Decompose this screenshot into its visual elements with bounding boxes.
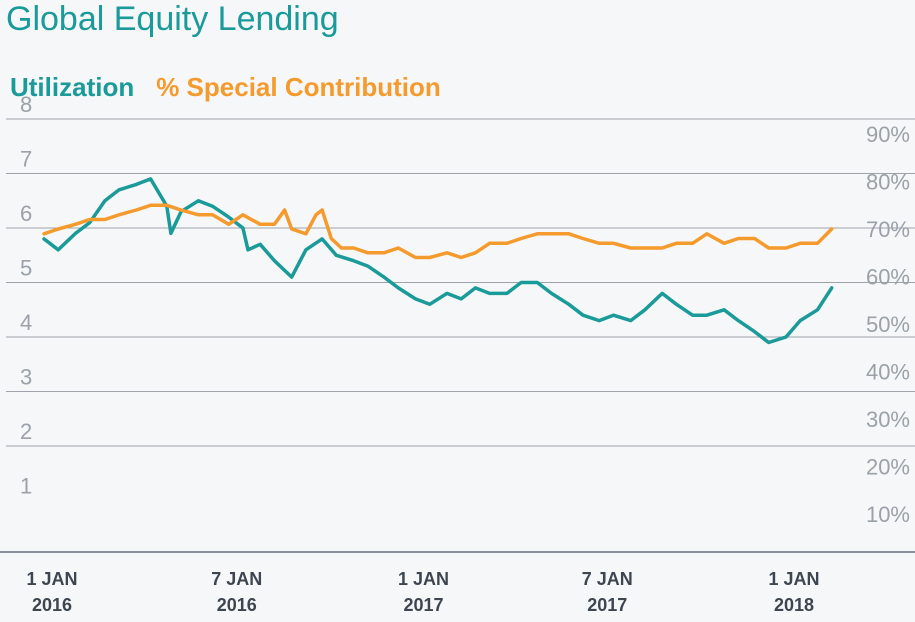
left-tick-label: 3 [20, 365, 32, 390]
series-line-utilization [42, 177, 834, 345]
x-tick-year: 2016 [32, 595, 72, 615]
right-tick-label: 20% [866, 455, 910, 480]
x-tick-label: 1 JAN [26, 569, 77, 589]
left-tick-label: 6 [20, 201, 32, 226]
right-tick-label: 80% [866, 170, 910, 195]
legend-special-contribution: % Special Contribution [156, 72, 441, 102]
left-tick-label: 1 [20, 474, 32, 499]
right-tick-label: 30% [866, 407, 910, 432]
x-tick-label: 7 JAN [211, 569, 262, 589]
right-tick-label: 50% [866, 312, 910, 337]
right-tick-label: 40% [866, 360, 910, 385]
left-tick-label: 2 [20, 419, 32, 444]
x-tick-year: 2017 [587, 595, 627, 615]
right-tick-label: 90% [866, 122, 910, 147]
right-tick-label: 70% [866, 217, 910, 242]
legend: Utilization % Special Contribution [10, 72, 441, 103]
left-tick-label: 8 [20, 92, 32, 117]
right-tick-label: 60% [866, 265, 910, 290]
x-tick-year: 2017 [403, 595, 443, 615]
right-tick-label: 10% [866, 502, 910, 527]
x-tick-label: 1 JAN [768, 569, 819, 589]
x-tick-label: 7 JAN [582, 569, 633, 589]
chart-title: Global Equity Lending [6, 0, 339, 38]
x-tick-year: 2016 [217, 595, 257, 615]
left-tick-label: 7 [20, 147, 32, 172]
x-tick-year: 2018 [774, 595, 814, 615]
x-tick-label: 1 JAN [398, 569, 449, 589]
legend-utilization: Utilization [10, 72, 135, 102]
left-tick-label: 4 [20, 310, 32, 335]
left-tick-label: 5 [20, 256, 32, 281]
series-line-special-contribution [42, 203, 834, 260]
